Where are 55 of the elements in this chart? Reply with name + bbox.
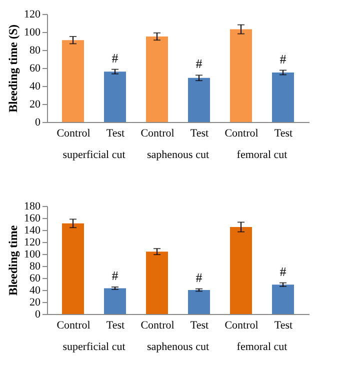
- x-tick-label: Control: [224, 128, 258, 140]
- bar: [146, 252, 168, 314]
- y-tick-label: 20: [30, 98, 41, 110]
- y-tick-label: 60: [30, 62, 41, 74]
- text: femoral cut: [236, 149, 288, 161]
- text: saphenous cut: [146, 341, 210, 353]
- x-tick-label: Test: [190, 320, 209, 332]
- y-tick-label: 180: [24, 200, 41, 212]
- bar: [62, 223, 84, 314]
- y-tick-label: 100: [24, 248, 41, 260]
- y-tick-label: 120: [24, 8, 41, 20]
- x-tick-label: Control: [140, 320, 174, 332]
- x-tick-label: Test: [274, 128, 293, 140]
- x-tick-label: Control: [56, 128, 90, 140]
- bar: [146, 36, 168, 122]
- x-tick-label: Test: [274, 320, 293, 332]
- y-axis-title: Bleeding time (S): [6, 24, 20, 112]
- y-tick-label: 0: [35, 116, 41, 128]
- y-tick-label: 20: [30, 296, 41, 308]
- text: femoral cut: [236, 341, 288, 353]
- y-tick-label: 80: [30, 44, 41, 56]
- y-tick-label: 60: [30, 272, 41, 284]
- y-tick-label: 0: [35, 308, 41, 320]
- data-label: #: [196, 270, 203, 285]
- bar: [188, 78, 210, 122]
- y-tick-label: 40: [30, 284, 41, 296]
- y-tick-label: 160: [24, 212, 41, 224]
- data-label: #: [112, 268, 119, 283]
- data-label: #: [196, 56, 203, 72]
- bar: [104, 72, 126, 122]
- bar: [62, 40, 84, 122]
- bar: [272, 284, 294, 314]
- y-tick-label: 120: [24, 236, 41, 248]
- data-label: #: [280, 264, 287, 279]
- x-tick-label: Control: [56, 320, 90, 332]
- y-tick-label: 40: [30, 80, 41, 92]
- bar: [188, 290, 210, 314]
- y-axis-title: Bleeding time: [6, 224, 20, 296]
- data-label: #: [112, 50, 119, 66]
- bar: [230, 29, 252, 122]
- data-label: #: [280, 51, 287, 66]
- y-tick-label: 100: [24, 26, 41, 38]
- x-tick-label: Test: [106, 320, 125, 332]
- y-tick-label: 140: [24, 224, 41, 236]
- x-tick-label: Control: [140, 128, 174, 140]
- x-tick-label: Control: [224, 320, 258, 332]
- bar: [104, 288, 126, 314]
- text: superficial cut: [62, 341, 126, 353]
- text: superficial cut: [62, 149, 126, 161]
- x-tick-label: Test: [106, 128, 125, 140]
- y-tick-label: 80: [30, 260, 41, 272]
- bar: [272, 72, 294, 122]
- bar: [230, 227, 252, 314]
- text: saphenous cut: [146, 149, 210, 161]
- x-tick-label: Test: [190, 128, 209, 140]
